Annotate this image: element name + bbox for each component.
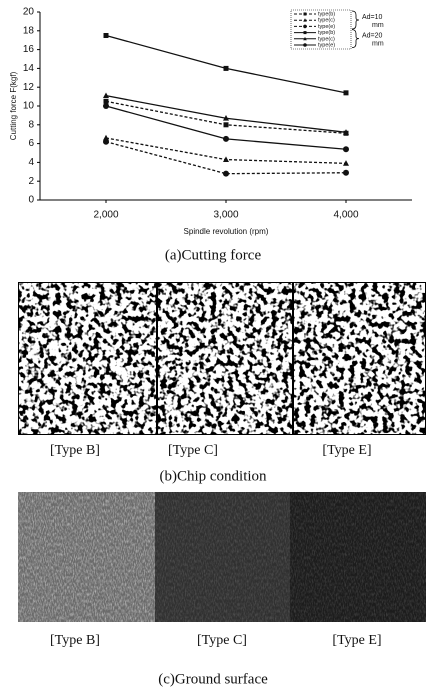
legend-box <box>290 9 352 50</box>
legend-group-label: Ad=20 <box>362 32 383 39</box>
series-line <box>105 141 347 175</box>
surface-image <box>18 492 426 622</box>
marker <box>303 24 307 29</box>
legend-label: type(b) <box>318 11 335 17</box>
y-tick-label: 0 <box>28 195 34 206</box>
x-tick-label: 2,000 <box>93 210 118 221</box>
marker <box>223 115 229 121</box>
marker <box>303 12 307 16</box>
x-tick-label: 4,000 <box>333 210 358 221</box>
legend-label: type(b) <box>318 30 335 36</box>
caption: (b)Chip condition <box>159 468 267 484</box>
marker <box>343 146 349 153</box>
y-tick-label: 14 <box>23 63 35 74</box>
legend-label: type(e) <box>318 24 335 30</box>
marker <box>223 122 229 128</box>
y-tick-label: 18 <box>23 25 35 36</box>
image-label: [Type B] <box>50 633 100 648</box>
image-label: [Type E] <box>322 443 371 458</box>
marker <box>103 134 109 141</box>
legend-label: type(c) <box>318 36 335 42</box>
image-label: [Type E] <box>332 633 381 648</box>
legend-group-unit: mm <box>372 22 384 29</box>
marker <box>103 103 109 109</box>
caption: (a)Cutting force <box>165 247 262 263</box>
legend-brace <box>351 10 360 30</box>
chip-image <box>18 282 426 435</box>
marker <box>343 90 349 96</box>
caption: (c)Ground surface <box>158 671 268 687</box>
y-tick-label: 2 <box>28 176 34 187</box>
legend-group-label: Ad=10 <box>362 14 383 21</box>
marker <box>343 129 349 135</box>
image-label: [Type C] <box>197 633 247 648</box>
marker <box>303 36 307 41</box>
marker <box>343 160 349 166</box>
image-label: [Type C] <box>168 443 218 458</box>
marker <box>223 170 229 177</box>
x-axis-label: Spindle revolution (rpm) <box>184 227 269 236</box>
marker <box>103 138 109 145</box>
legend-label: type(e) <box>318 42 335 48</box>
legend-group-unit: mm <box>372 40 384 47</box>
legend-label: type(c) <box>318 18 335 24</box>
marker <box>103 98 109 104</box>
y-tick-label: 16 <box>23 44 35 55</box>
marker <box>343 169 349 176</box>
series-line <box>105 34 347 94</box>
marker <box>223 156 229 162</box>
image-label: [Type B] <box>50 443 100 458</box>
y-tick-label: 12 <box>23 82 35 93</box>
marker <box>303 31 307 35</box>
marker <box>303 18 307 22</box>
x-tick-label: 3,000 <box>213 210 238 221</box>
marker <box>103 92 109 99</box>
y-tick-label: 10 <box>23 101 35 112</box>
marker <box>103 33 109 38</box>
y-tick-label: 8 <box>28 119 34 130</box>
legend-brace <box>351 29 360 48</box>
marker <box>223 135 229 142</box>
y-tick-label: 20 <box>23 7 35 18</box>
y-axis-label: Cutting force F(kgf) <box>9 71 18 140</box>
marker <box>223 65 229 71</box>
y-tick-label: 6 <box>28 138 34 149</box>
y-tick-label: 4 <box>28 157 34 168</box>
marker <box>303 43 307 47</box>
